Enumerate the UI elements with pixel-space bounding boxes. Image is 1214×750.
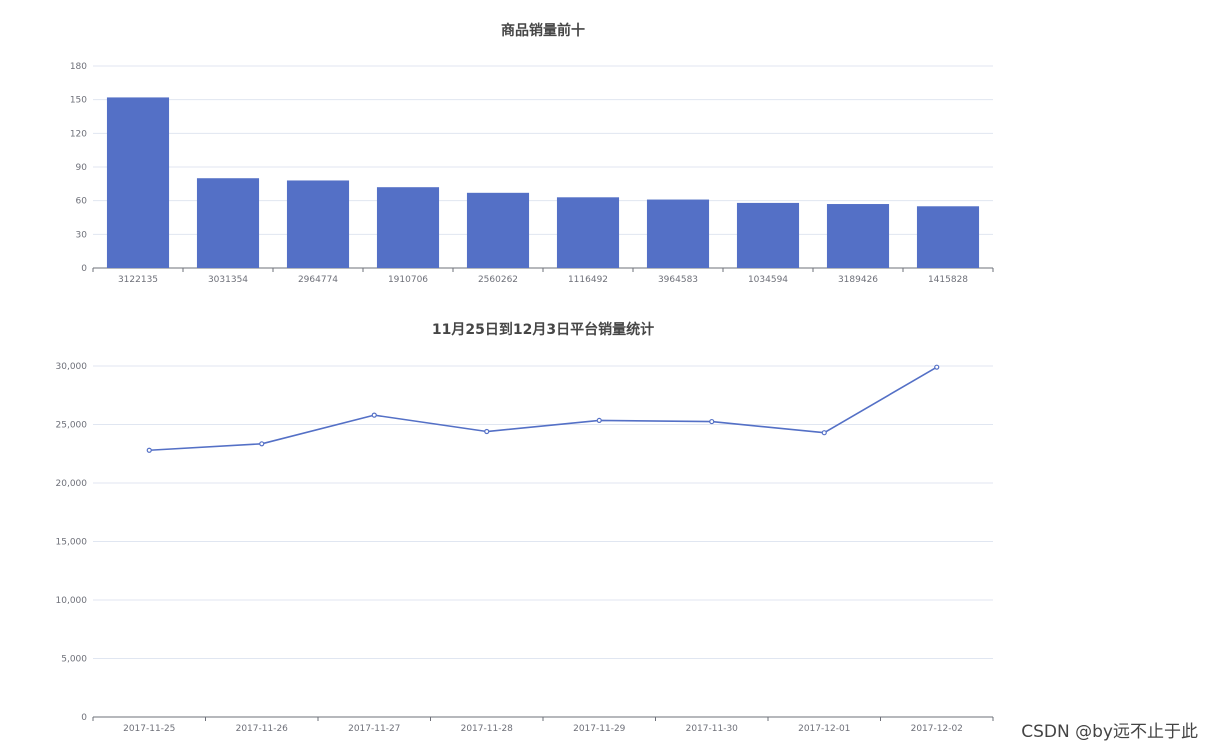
x-tick-label: 2964774 (298, 275, 338, 285)
x-tick-label: 2017-11-25 (123, 724, 175, 734)
y-tick-label: 25,000 (56, 421, 88, 431)
point-2017-11-25 (146, 447, 152, 453)
bar-3031354 (196, 178, 260, 268)
y-tick-label: 180 (70, 62, 87, 72)
watermark-text: CSDN @by远不止于此 (1021, 722, 1198, 742)
y-tick-label: 15,000 (56, 538, 88, 548)
x-tick-label: 1415828 (928, 275, 968, 285)
point-2017-11-29 (596, 417, 602, 424)
line-chart-title: 11月25日到12月3日平台销量统计 (432, 321, 654, 338)
bar-3964583 (646, 199, 710, 268)
y-tick-label: 120 (70, 129, 87, 139)
point-2017-11-28 (484, 428, 490, 435)
bar-2964774 (286, 180, 350, 268)
x-tick-label: 3189426 (838, 275, 878, 285)
y-tick-label: 150 (70, 96, 87, 106)
x-tick-label: 3031354 (208, 275, 248, 285)
bar-3189426 (826, 204, 890, 268)
bar-chart-top-ten: 商品销量前十 0 30 60 90 120 150 180 3122135 3031354 296… (70, 22, 994, 285)
x-tick-label: 2017-11-28 (461, 724, 514, 734)
y-tick-label: 10,000 (56, 596, 88, 606)
point-2017-11-27 (371, 412, 377, 418)
sales-series-line (149, 366, 938, 452)
point-2017-12-02 (934, 364, 940, 370)
y-tick-label: 30,000 (56, 362, 88, 372)
bar-1116492 (556, 197, 620, 268)
x-tick-label: 3964583 (658, 275, 698, 285)
y-tick-label: 0 (81, 264, 87, 274)
x-tick-label: 2017-12-02 (911, 724, 963, 734)
x-tick-label: 3122135 (118, 275, 158, 285)
x-tick-label: 2560262 (478, 275, 518, 285)
point-2017-11-30 (709, 418, 715, 425)
point-2017-11-26 (259, 441, 265, 447)
y-tick-label: 60 (76, 197, 88, 207)
line-chart-daily-sales: 11月25日到12月3日平台销量统计 0 5,000 10,000 15,000 20,… (56, 321, 994, 734)
bar-1415828 (916, 206, 980, 268)
y-tick-label: 30 (76, 230, 88, 240)
y-tick-label: 5,000 (61, 655, 87, 665)
x-tick-label: 1034594 (748, 275, 788, 285)
bar-chart-title: 商品销量前十 (501, 22, 585, 39)
x-tick-label: 1116492 (568, 275, 608, 285)
bar-1034594 (736, 202, 800, 268)
bar-3122135 (106, 97, 170, 268)
bar-1910706 (376, 187, 440, 268)
x-tick-label: 2017-11-26 (236, 724, 289, 734)
y-tick-label: 0 (81, 713, 87, 723)
y-tick-label: 90 (76, 163, 88, 173)
bar-2560262 (466, 192, 530, 268)
x-tick-label: 2017-11-30 (686, 724, 739, 734)
x-tick-label: 2017-12-01 (798, 724, 850, 734)
x-tick-label: 2017-11-27 (348, 724, 400, 734)
x-tick-label: 1910706 (388, 275, 428, 285)
y-tick-label: 20,000 (56, 479, 88, 489)
x-tick-label: 2017-11-29 (573, 724, 626, 734)
point-2017-12-01 (821, 430, 827, 436)
